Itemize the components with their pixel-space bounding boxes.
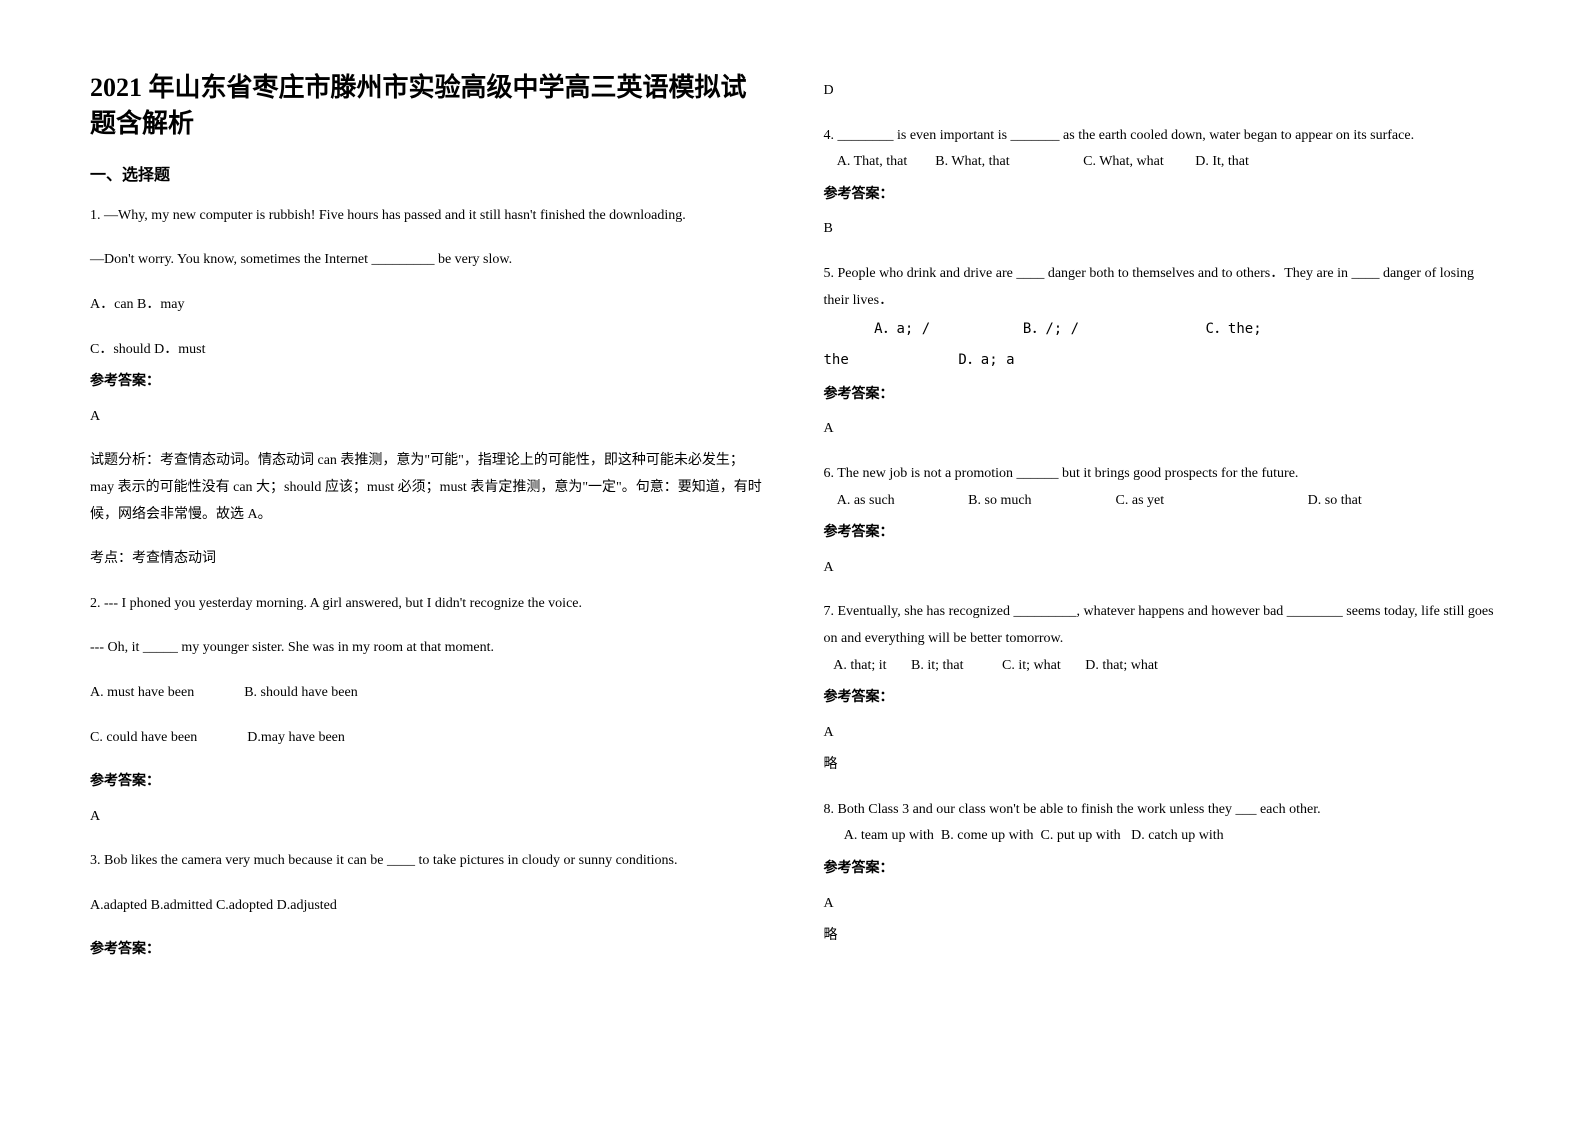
q-text: ________ is even important is _______ as…: [838, 128, 1415, 143]
q5-answer: A: [824, 416, 1498, 443]
q2-options-row1: A. must have been B. should have been: [90, 680, 764, 707]
answer-label: 参考答案：: [824, 382, 1498, 409]
question-3: 3. Bob likes the camera very much becaus…: [90, 848, 764, 964]
q7-answer: A: [824, 720, 1498, 747]
q-number: 3.: [90, 853, 101, 868]
q-number: 1.: [90, 208, 101, 223]
q2-options-row2: C. could have been D.may have been: [90, 725, 764, 752]
q-text: The new job is not a promotion ______ bu…: [837, 466, 1298, 481]
q1-line2: —Don't worry. You know, sometimes the In…: [90, 247, 764, 274]
q1-analysis-1: 试题分析：考查情态动词。情态动词 can 表推测，意为"可能"，指理论上的可能性…: [90, 448, 764, 528]
q4-line1: 4. ________ is even important is _______…: [824, 123, 1498, 150]
q-number: 7.: [824, 604, 835, 619]
q3-options: A.adapted B.admitted C.adopted D.adjuste…: [90, 893, 764, 920]
q1-options-2: C．should D．must: [90, 337, 764, 364]
q5-line1: 5. People who drink and drive are ____ d…: [824, 261, 1498, 314]
q-number: 8.: [824, 802, 835, 817]
q-text: Bob likes the camera very much because i…: [104, 853, 677, 868]
document-title: 2021 年山东省枣庄市滕州市实验高级中学高三英语模拟试题含解析: [90, 70, 764, 143]
answer-label: 参考答案：: [90, 769, 764, 796]
option-c: C. could have been: [90, 725, 197, 752]
q1-analysis-2: 考点：考查情态动词: [90, 546, 764, 573]
left-column: 2021 年山东省枣庄市滕州市实验高级中学高三英语模拟试题含解析 一、选择题 1…: [90, 70, 764, 1052]
q1-answer: A: [90, 404, 764, 431]
q1-line1: 1. —Why, my new computer is rubbish! Fiv…: [90, 203, 764, 230]
q-number: 2.: [90, 596, 101, 611]
q2-line2: --- Oh, it _____ my younger sister. She …: [90, 635, 764, 662]
q6-line1: 6. The new job is not a promotion ______…: [824, 461, 1498, 488]
option-a: A. must have been: [90, 680, 194, 707]
q-text: Both Class 3 and our class won't be able…: [838, 802, 1321, 817]
question-6: 6. The new job is not a promotion ______…: [824, 461, 1498, 581]
q-text: People who drink and drive are ____ dang…: [824, 266, 1474, 308]
question-1: 1. —Why, my new computer is rubbish! Fiv…: [90, 203, 764, 573]
q-text: --- I phoned you yesterday morning. A gi…: [104, 596, 582, 611]
question-2: 2. --- I phoned you yesterday morning. A…: [90, 591, 764, 831]
answer-label: 参考答案：: [824, 182, 1498, 209]
q4-options: A. That, that B. What, that C. What, wha…: [824, 149, 1498, 176]
answer-label: 参考答案：: [824, 685, 1498, 712]
right-column: D 4. ________ is even important is _____…: [824, 70, 1498, 1052]
q6-options: A. as such B. so much C. as yet D. so th…: [824, 488, 1498, 515]
q8-line1: 8. Both Class 3 and our class won't be a…: [824, 797, 1498, 824]
q-number: 5.: [824, 266, 835, 281]
omit-text: 略: [824, 923, 1498, 950]
omit-text: 略: [824, 752, 1498, 779]
q1-options-1: A．can B．may: [90, 292, 764, 319]
q-text: Eventually, she has recognized _________…: [824, 604, 1494, 646]
answer-label: 参考答案：: [824, 856, 1498, 883]
option-b: B. should have been: [244, 680, 358, 707]
question-7: 7. Eventually, she has recognized ______…: [824, 599, 1498, 779]
section-heading: 一、选择题: [90, 161, 764, 185]
q8-answer: A: [824, 891, 1498, 918]
question-5: 5. People who drink and drive are ____ d…: [824, 261, 1498, 443]
q4-answer: B: [824, 216, 1498, 243]
option-d: D.may have been: [247, 725, 345, 752]
q8-options: A. team up with B. come up with C. put u…: [824, 823, 1498, 850]
q3-line1: 3. Bob likes the camera very much becaus…: [90, 848, 764, 875]
q7-options: A. that; it B. it; that C. it; what D. t…: [824, 653, 1498, 680]
answer-label: 参考答案：: [824, 520, 1498, 547]
q-number: 4.: [824, 128, 835, 143]
q3-answer: D: [824, 78, 1498, 105]
answer-label: 参考答案：: [90, 369, 764, 396]
q2-answer: A: [90, 804, 764, 831]
q6-answer: A: [824, 555, 1498, 582]
question-8: 8. Both Class 3 and our class won't be a…: [824, 797, 1498, 950]
q-text: —Why, my new computer is rubbish! Five h…: [104, 208, 686, 223]
q-number: 6.: [824, 466, 835, 481]
question-4: 4. ________ is even important is _______…: [824, 123, 1498, 243]
q2-line1: 2. --- I phoned you yesterday morning. A…: [90, 591, 764, 618]
answer-label: 参考答案：: [90, 937, 764, 964]
q5-options: A．a; / B．/; / C．the; the D．a; a: [824, 314, 1498, 376]
q7-line1: 7. Eventually, she has recognized ______…: [824, 599, 1498, 652]
